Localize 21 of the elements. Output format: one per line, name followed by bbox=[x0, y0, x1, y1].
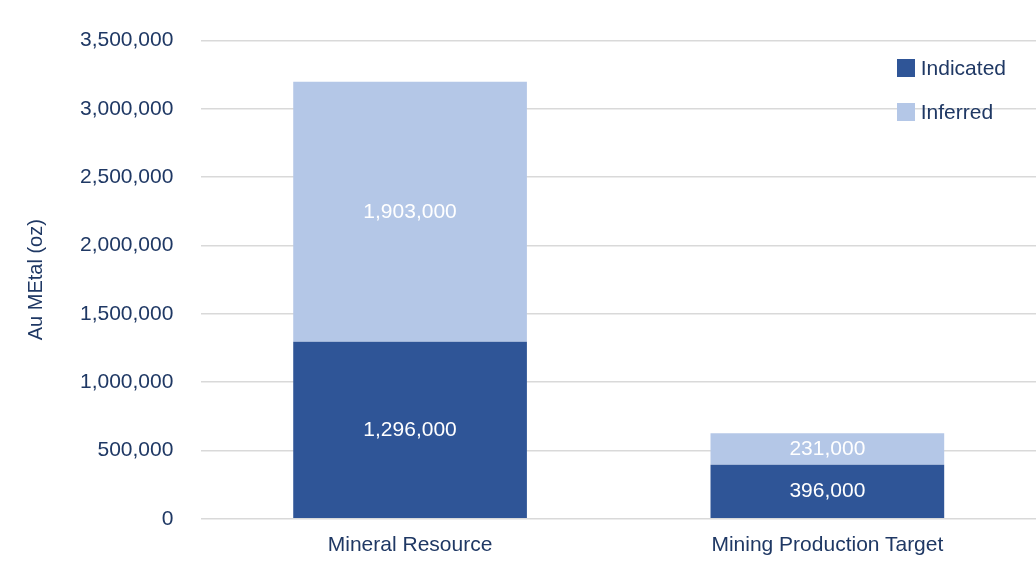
bar bbox=[710, 464, 945, 519]
legend-label: Indicated bbox=[920, 56, 1006, 80]
data-label: 396,000 bbox=[789, 478, 866, 502]
y-tick-label: 2,000,000 bbox=[79, 232, 174, 256]
bar bbox=[293, 341, 527, 519]
legend-label: Inferred bbox=[920, 100, 994, 124]
data-label: 1,296,000 bbox=[363, 416, 457, 440]
data-label: 231,000 bbox=[789, 435, 866, 459]
bar bbox=[710, 433, 945, 465]
y-tick-label: 0 bbox=[161, 505, 174, 529]
bar bbox=[293, 81, 527, 342]
y-tick-label: 3,500,000 bbox=[79, 27, 174, 51]
y-tick-label: 2,500,000 bbox=[79, 164, 174, 188]
x-tick-label: Mining Production Target bbox=[711, 532, 944, 556]
y-tick-label: 1,500,000 bbox=[79, 300, 174, 324]
y-tick-label: 1,000,000 bbox=[79, 368, 174, 392]
y-tick-label: 3,000,000 bbox=[79, 95, 174, 119]
y-tick-label: 500,000 bbox=[97, 437, 174, 461]
y-axis-title: Au MEtal (oz) bbox=[23, 219, 46, 341]
data-label: 1,903,000 bbox=[363, 198, 457, 222]
x-tick-label: Mineral Resource bbox=[327, 532, 493, 556]
